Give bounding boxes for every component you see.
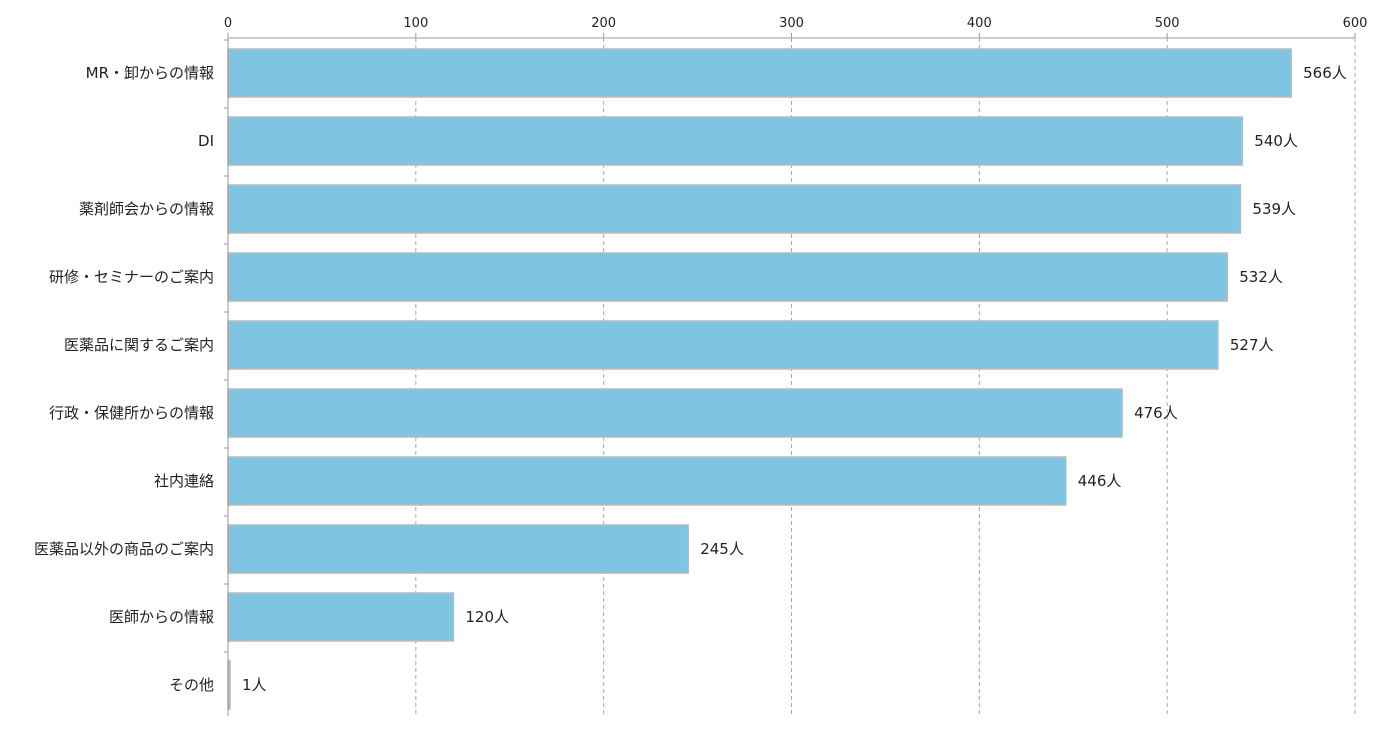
category-label: DI bbox=[198, 132, 214, 150]
x-tick-label: 600 bbox=[1343, 16, 1368, 31]
value-label: 476人 bbox=[1134, 404, 1178, 422]
category-label: 研修・セミナーのご案内 bbox=[49, 268, 214, 286]
value-label-layer: 566人 540人 539人 532人 527人 476人 446人 245人 120人 1人 bbox=[242, 64, 1347, 694]
x-tick-label: 100 bbox=[403, 16, 428, 31]
bar bbox=[227, 592, 455, 642]
category-label: 社内連絡 bbox=[154, 472, 214, 490]
bar bbox=[227, 524, 689, 574]
bar bbox=[227, 456, 1067, 506]
bar bbox=[227, 320, 1219, 370]
category-label: 医薬品以外の商品のご案内 bbox=[34, 540, 214, 558]
value-label: 120人 bbox=[465, 608, 509, 626]
x-tick-label: 0 bbox=[224, 16, 232, 31]
category-label: 薬剤師会からの情報 bbox=[79, 200, 214, 218]
category-label: MR・卸からの情報 bbox=[86, 64, 214, 82]
bar-layer bbox=[227, 48, 1292, 710]
bar bbox=[227, 116, 1244, 166]
axis-layer bbox=[224, 33, 1356, 716]
value-label: 245人 bbox=[700, 540, 744, 558]
value-label: 566人 bbox=[1303, 64, 1347, 82]
category-label: 行政・保健所からの情報 bbox=[49, 404, 214, 422]
x-tick-label: 500 bbox=[1155, 16, 1180, 31]
value-label: 527人 bbox=[1230, 336, 1274, 354]
value-label: 1人 bbox=[242, 676, 267, 694]
bar bbox=[227, 388, 1123, 438]
x-tick-label: 400 bbox=[967, 16, 992, 31]
value-label: 539人 bbox=[1252, 200, 1296, 218]
x-tick-label: 300 bbox=[779, 16, 804, 31]
category-label: 医師からの情報 bbox=[109, 608, 214, 626]
bar bbox=[227, 252, 1229, 302]
value-label: 540人 bbox=[1254, 132, 1298, 150]
category-label: その他 bbox=[169, 676, 214, 694]
category-label: 医薬品に関するご案内 bbox=[64, 336, 214, 354]
category-label-layer: MR・卸からの情報 DI 薬剤師会からの情報研修・セミナーのご案内医薬品に関するご案… bbox=[34, 64, 214, 694]
tick-layer: 0 100 200 300 400 500 600 bbox=[224, 16, 1368, 31]
value-label: 532人 bbox=[1239, 268, 1283, 286]
value-label: 446人 bbox=[1078, 472, 1122, 490]
x-tick-label: 200 bbox=[591, 16, 616, 31]
bar bbox=[227, 48, 1292, 98]
bar bbox=[227, 184, 1242, 234]
